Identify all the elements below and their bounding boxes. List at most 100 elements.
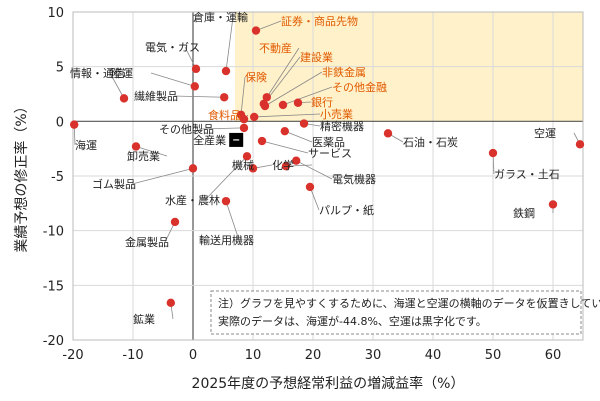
data-point [131,142,141,151]
point-label: 繊維製品 [134,89,178,103]
x-tick-label: 40 [425,348,442,363]
leader-line [225,201,240,241]
data-point [251,26,261,35]
point-label: 輸送用機器 [199,233,254,247]
data-point [239,123,249,133]
leader-line [131,167,194,185]
leader-line [135,146,168,157]
x-tick-label: -20 [62,348,83,363]
y-tick-label: -15 [43,279,64,294]
leader-line [255,20,282,31]
leader-line [109,72,125,99]
point-label: ゴム製品 [92,177,136,191]
data-point [548,200,558,209]
point-label: 鉱業 [133,312,155,326]
leader-line [264,71,323,107]
point-label: 卸売業 [127,149,160,163]
data-point [299,119,309,128]
point-label: 陸運 [111,67,133,80]
y-tick-label: 0 [56,115,64,130]
point-label: 建設業 [300,50,333,64]
data-point [292,156,301,165]
point-label: 電気機器 [332,172,376,186]
y-tick-label: -10 [43,225,64,240]
point-label: 小売業 [320,108,353,121]
leader-line [296,160,333,180]
leader-line [266,47,300,98]
x-tick-label: 0 [189,348,197,363]
point-label: 医薬品 [312,136,345,149]
point-label: 電気・ガス [145,40,200,54]
point-label: 銀行 [311,95,333,109]
leader-line [240,76,246,115]
plot-border [72,11,584,341]
y-tick-label: -20 [43,334,64,349]
data-point [575,140,585,149]
point-label: 非鉄金属 [322,65,366,79]
point-label: ガラス・土石 [494,168,560,181]
leader-line [198,127,245,130]
point-label: 金属製品 [125,235,169,249]
leader-line [225,16,234,72]
leader-line [150,72,195,87]
data-points [70,26,585,308]
point-label: 情報・通信 [70,67,125,80]
x-tick-label: 60 [545,348,562,363]
leader-line [282,86,333,106]
data-point [242,152,252,161]
data-point [191,64,201,74]
data-point [257,136,267,146]
note-line-2: 実際のデータは、海運が-44.8%、空運は黒字化です。 [218,314,487,328]
data-point [248,164,258,173]
x-tick-label: -10 [122,348,143,363]
note-frame [210,290,582,335]
data-point [190,82,199,91]
data-point [221,196,231,206]
point-label: 化学 [272,158,294,172]
data-point [166,298,175,308]
point-label: サービス [308,147,352,160]
point-label: パルプ・紙 [319,203,374,217]
note-box: 注）グラフを見やすくするために、海運と空運の横軸のデータを仮置きしています。 実… [210,290,600,335]
data-point [239,114,249,124]
data-point [260,101,270,111]
data-point [188,164,198,173]
leader-line [284,130,313,143]
point-label: 精密機器 [320,119,364,133]
point-label: その他金融 [332,80,387,94]
x-tick-label: 50 [485,348,502,363]
data-point [250,112,259,122]
y-tick-label: -5 [51,170,64,185]
point-label: 石油・石炭 [403,135,458,149]
leader-line [261,140,309,154]
leader-line [285,164,313,167]
data-point [280,126,289,136]
data-point [220,93,229,102]
point-label: 空運 [534,126,556,140]
x-tick-label: 20 [305,348,322,363]
y-tick-label: 10 [47,6,64,21]
point-label: 不動産 [259,41,292,55]
point-label: 食料品 [208,108,241,122]
data-point [281,161,291,171]
data-point [488,148,498,158]
leader-line [204,156,248,201]
market-label: 全産業 [193,133,226,147]
data-point [293,98,303,107]
point-label: その他製品 [159,122,214,136]
point-label: 海運 [75,138,97,152]
point-label: 倉庫・運輸 [193,10,248,24]
point-label: 水産・農林 [165,193,220,207]
data-point [278,100,288,110]
data-point [70,120,79,129]
leader-line [173,95,225,98]
data-point [262,93,271,102]
y-axis-title: 業績予想の修正率（%） [13,99,30,252]
point-label: 保険 [245,70,267,84]
leader-line [254,113,321,118]
data-point [170,217,180,227]
note-line-1: 注）グラフを見やすくするために、海運と空運の横軸のデータを仮置きしています。 [218,296,600,310]
